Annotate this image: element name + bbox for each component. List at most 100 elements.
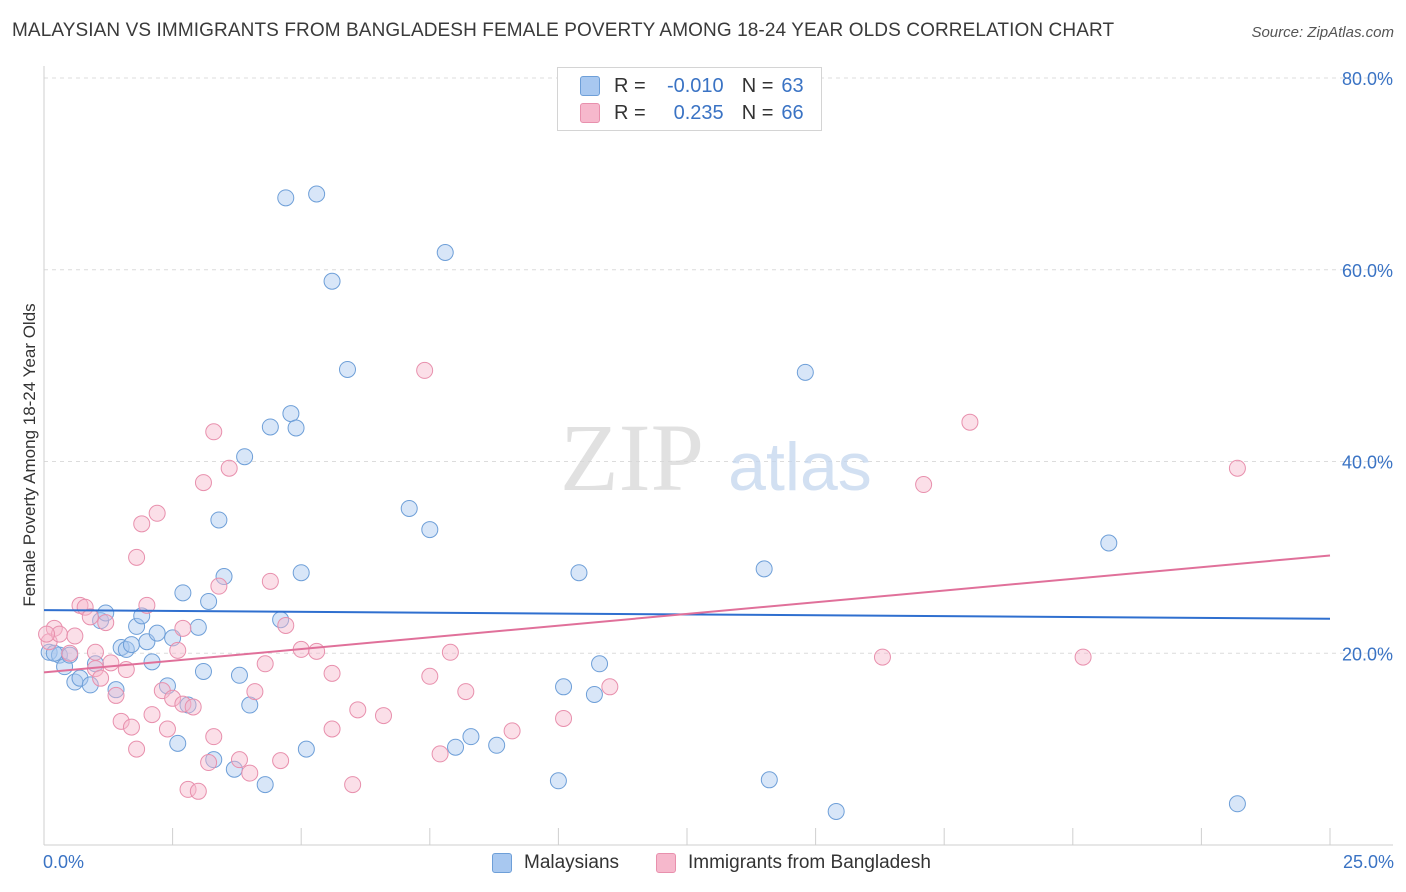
legend-label-bangladesh: Immigrants from Bangladesh (688, 852, 931, 873)
malaysian-point (488, 736, 506, 754)
bangladesh-point (128, 548, 146, 566)
bangladesh-point (272, 752, 290, 770)
malaysian-point (194, 662, 212, 680)
legend-n-label: N = (741, 101, 774, 124)
bangladesh-point (503, 722, 521, 740)
bangladesh-point (97, 614, 115, 632)
bangladesh-point (241, 764, 259, 782)
bangladesh-point (86, 643, 104, 661)
bangladesh-point (323, 720, 341, 738)
legend-n-value: 63 (781, 74, 804, 97)
malaysian-point (174, 584, 192, 602)
y-tick-label: 60.0% (1342, 261, 1393, 281)
malaysian-point (241, 696, 259, 714)
malaysian-point (292, 564, 310, 582)
legend-row-bangladesh: R = 0.235 N = 66 (580, 100, 804, 126)
watermark-atlas: atlas (728, 429, 872, 505)
malaysian-point (400, 499, 418, 517)
malaysian-point (210, 511, 228, 529)
bangladesh-point (416, 361, 434, 379)
bangladesh-point (122, 718, 140, 736)
legend-r-value: 0.235 (673, 101, 724, 124)
bangladesh-point (174, 695, 192, 713)
bangladesh-point (555, 709, 573, 727)
bangladesh-point (128, 740, 146, 758)
watermark-zip: ZIP (560, 404, 704, 511)
malaysian-point (261, 418, 279, 436)
legend-label-malaysians: Malaysians (524, 852, 620, 873)
bangladesh-point (179, 780, 197, 798)
bangladesh-point (261, 572, 279, 590)
bangladesh-point (200, 754, 218, 772)
malaysian-point (1228, 795, 1246, 813)
bangladesh-point (174, 619, 192, 637)
bangladesh-point (1228, 459, 1246, 477)
malaysian-point (421, 521, 439, 539)
malaysian-point (128, 617, 146, 635)
bangladesh-point (601, 678, 619, 696)
bangladesh-point (107, 686, 125, 704)
legend-row-malaysians: R = -0.010 N = 63 (580, 73, 804, 99)
stats-legend: R = -0.010 N = 63 R = 0.235 N = 66 (557, 67, 822, 131)
bangladesh-point (143, 706, 161, 724)
chart-source: Source: ZipAtlas.com (1251, 24, 1394, 41)
malaysian-point (256, 776, 274, 794)
bangladesh-point (323, 664, 341, 682)
bangladesh-point (189, 782, 207, 800)
malaysian-point (230, 666, 248, 684)
bangladesh-point (349, 701, 367, 719)
malaysian-point (81, 676, 99, 694)
bangladesh-point (375, 707, 393, 725)
malaysian-point (1100, 534, 1118, 552)
bangladesh-point (246, 683, 264, 701)
bangladesh-point (230, 751, 248, 769)
y-tick-label: 80.0% (1342, 69, 1393, 89)
malaysian-point (827, 802, 845, 820)
bangladesh-point (205, 423, 223, 441)
malaysian-point (796, 363, 814, 381)
legend-swatch-malaysians (492, 853, 512, 873)
bangladesh-point (169, 641, 187, 659)
bangladesh-point (1074, 648, 1092, 666)
bangladesh-point (81, 608, 99, 626)
malaysian-point (215, 568, 233, 586)
bangladesh-point (277, 616, 295, 634)
malaysian-point (297, 740, 315, 758)
malaysian-point (447, 738, 465, 756)
bangladesh-point (194, 474, 212, 492)
bangladesh-point (138, 596, 156, 614)
bangladesh-point (148, 504, 166, 522)
bangladesh-point (210, 577, 228, 595)
legend-n-value: 66 (781, 101, 804, 124)
malaysian-point (760, 771, 778, 789)
malaysian-point (189, 618, 207, 636)
legend-r-label: R = (614, 101, 646, 124)
legend-swatch-malaysians (580, 76, 600, 96)
malaysian-point (338, 360, 356, 378)
bangladesh-point (308, 642, 326, 660)
series-legend: Malaysians Immigrants from Bangladesh (0, 852, 1406, 878)
legend-swatch-bangladesh (580, 103, 600, 123)
bangladesh-point (133, 515, 151, 533)
x-tick-label-min: 0.0% (43, 852, 85, 872)
x-tick-label-max: 25.0% (1342, 852, 1394, 872)
bangladesh-point (457, 683, 475, 701)
bangladesh-point (61, 644, 79, 662)
malaysian-point (436, 243, 454, 261)
malaysian-point (585, 685, 603, 703)
malaysian-point (133, 607, 151, 625)
y-tick-label: 40.0% (1342, 453, 1393, 473)
y-tick-label: 20.0% (1342, 644, 1393, 664)
malaysian-point (200, 592, 218, 610)
bangladesh-point (421, 667, 439, 685)
legend-swatch-bangladesh (656, 853, 676, 873)
malaysian-point (71, 669, 89, 687)
bangladesh-point (38, 625, 56, 643)
bangladesh-point (102, 654, 120, 672)
bangladesh-point (961, 413, 979, 431)
malaysian-point (308, 185, 326, 203)
malaysian-point (549, 772, 567, 790)
bangladesh-point (66, 627, 84, 645)
malaysian-point (169, 734, 187, 752)
